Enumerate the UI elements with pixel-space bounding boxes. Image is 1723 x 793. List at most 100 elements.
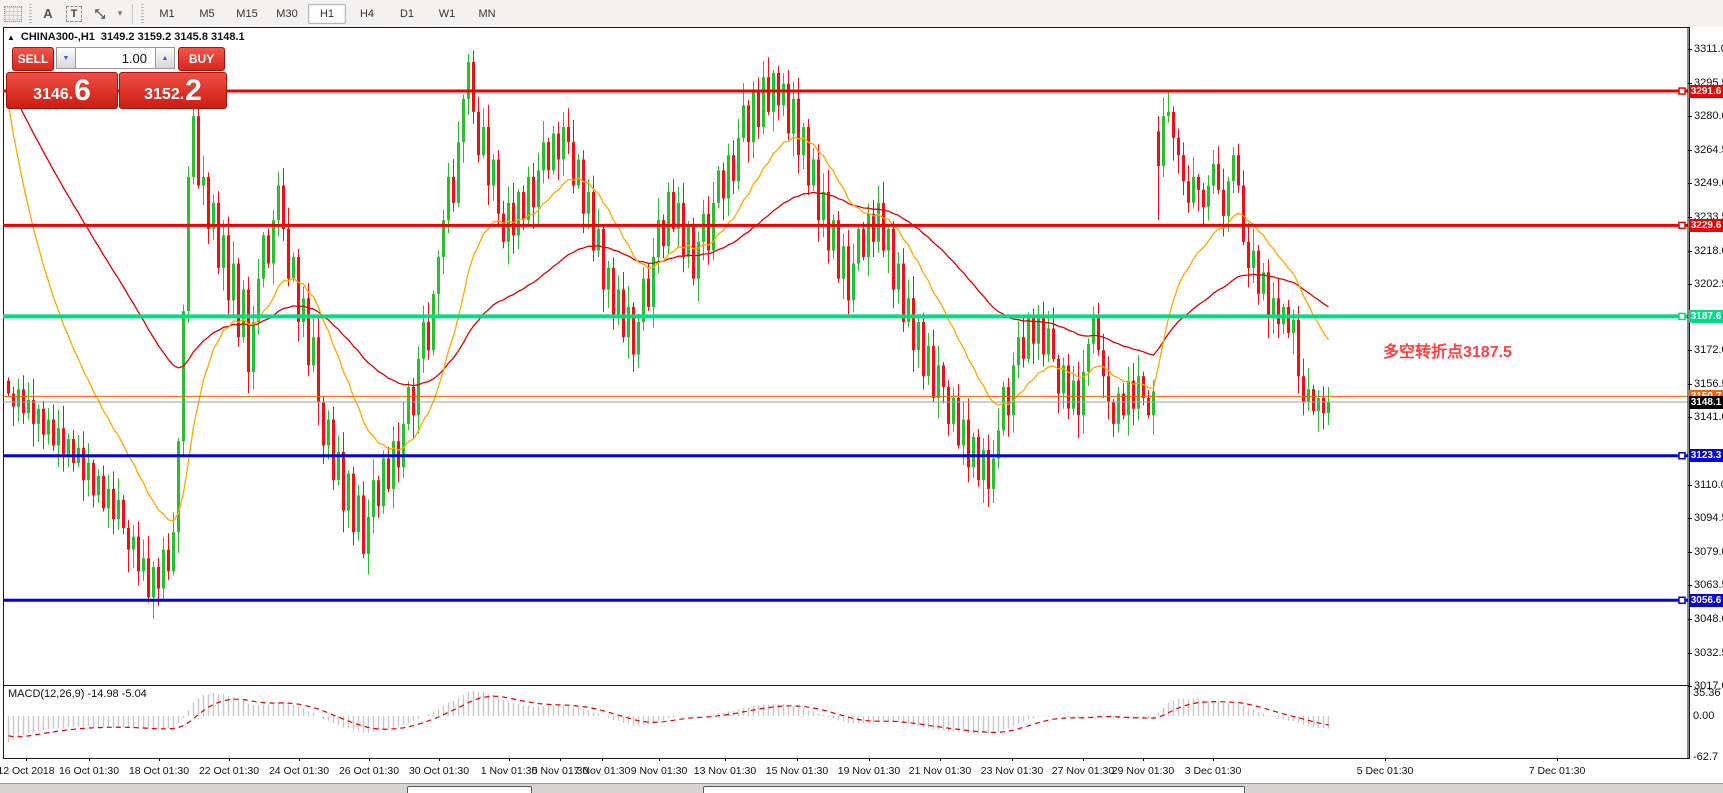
text-label-icon[interactable]: A — [43, 6, 53, 21]
timeframe-button-h4[interactable]: H4 — [359, 7, 375, 20]
price-tick-mark — [1688, 652, 1692, 654]
indicator-grid-icon[interactable] — [2, 4, 24, 24]
price-tick-mark — [1688, 116, 1692, 118]
price-tick-label: 3249.0 — [1694, 177, 1723, 190]
timeframe-button-m5[interactable]: M5 — [199, 7, 215, 20]
scroll-thumb[interactable] — [407, 786, 532, 793]
price-tick-label: 3156.5 — [1694, 377, 1723, 390]
time-tick-mark — [26, 758, 27, 761]
price-tick-mark — [1688, 551, 1692, 553]
price-tick-label: 3202.5 — [1694, 278, 1723, 291]
price-level-badge: 3187.6 — [1689, 309, 1723, 323]
buy-price-button[interactable]: 3152. 2 — [119, 72, 227, 109]
text-box-icon[interactable]: T — [63, 4, 85, 24]
toolbar-drag-handle[interactable] — [141, 3, 144, 24]
timeframe-button-m30[interactable]: M30 — [276, 7, 298, 20]
volume-increase-button[interactable]: ▲ — [155, 47, 175, 69]
price-tick-label: 3311.0 — [1694, 43, 1723, 55]
time-tick-label: 3 Dec 01:30 — [1184, 765, 1242, 777]
price-tick-label: 3094.5 — [1694, 512, 1723, 525]
macd-tick-label: 35.36 — [1693, 686, 1721, 699]
time-tick-mark — [659, 758, 660, 761]
time-tick-mark — [602, 758, 603, 761]
time-tick-mark — [229, 758, 230, 761]
price-tick-label: 3063.5 — [1694, 579, 1723, 592]
price-tick-mark — [1688, 383, 1692, 385]
price-tick-label: 3032.5 — [1694, 646, 1723, 659]
macd-name: MACD(12,26,9) — [8, 688, 85, 700]
time-tick-mark — [159, 758, 160, 761]
time-tick-label: 26 Oct 01:30 — [338, 765, 400, 777]
time-tick-label: 12 Oct 2018 — [0, 765, 55, 777]
time-tick-label: 5 Dec 01:30 — [1356, 765, 1414, 777]
time-tick-label: 9 Nov 01:30 — [630, 765, 688, 777]
timeframe-button-m15[interactable]: M15 — [236, 7, 258, 20]
one-click-trade-panel: SELL ▼ 1.00 ▲ BUY 3146. 6 3152. 2 — [6, 44, 227, 109]
time-tick-label: 19 Nov 01:30 — [837, 765, 901, 777]
price-tick-mark — [1688, 216, 1692, 218]
timeframe-button-mn[interactable]: MN — [478, 7, 496, 20]
timeframe-button-d1[interactable]: D1 — [399, 7, 415, 20]
time-tick-label: 21 Nov 01:30 — [908, 765, 972, 777]
buy-price-main: 3152. — [144, 86, 185, 103]
time-tick-mark — [725, 758, 726, 761]
price-tick-label: 3048.0 — [1694, 612, 1723, 625]
price-tick-label: 3280.0 — [1694, 110, 1723, 123]
time-tick-label: 18 Oct 01:30 — [128, 765, 190, 777]
timeframe-button-h1[interactable]: H1 — [308, 3, 346, 24]
time-tick-label: 29 Nov 01:30 — [1111, 765, 1175, 777]
buy-button[interactable]: BUY — [178, 47, 225, 71]
time-tick-mark — [1385, 758, 1386, 761]
sell-price-button[interactable]: 3146. 6 — [6, 72, 118, 109]
sell-price-main: 3146. — [33, 86, 74, 103]
time-tick-label: 30 Oct 01:30 — [408, 765, 470, 777]
ohlc-values: 3149.2 3159.2 3145.8 3148.1 — [100, 31, 245, 43]
crosshair-icon[interactable]: ⤡ — [94, 5, 106, 21]
chart-area — [0, 27, 1723, 793]
collapse-arrow-icon[interactable]: ▲ — [7, 32, 15, 42]
price-tick-mark — [1688, 618, 1692, 620]
time-tick-mark — [89, 758, 90, 761]
price-tick-label: 3017.0 — [1694, 680, 1723, 693]
timeframe-button-m1[interactable]: M1 — [159, 7, 175, 20]
time-tick-label: 15 Nov 01:30 — [765, 765, 829, 777]
price-tick-mark — [1688, 284, 1692, 286]
bottom-scroll-strip[interactable] — [0, 783, 1723, 793]
toolbar-separator — [132, 3, 133, 24]
toolbar-drag-handle[interactable] — [29, 3, 32, 24]
volume-input[interactable]: 1.00 — [76, 47, 155, 69]
sell-button[interactable]: SELL — [12, 47, 54, 71]
time-tick-label: 5 Nov 01:30 — [531, 765, 589, 777]
chart-annotation-text: 多空转折点3187.5 — [1383, 344, 1512, 361]
time-tick-label: 23 Nov 01:30 — [980, 765, 1044, 777]
timeframe-button-w1[interactable]: W1 — [438, 7, 456, 20]
macd-panel-border — [3, 685, 1690, 759]
sell-price-pips: 6 — [74, 74, 91, 107]
time-tick-label: 7 Dec 01:30 — [1528, 765, 1586, 777]
scroll-thumb[interactable] — [703, 786, 1245, 793]
price-tick-mark — [1688, 49, 1692, 50]
macd-values: -14.98 -5.04 — [87, 688, 147, 700]
time-tick-mark — [299, 758, 300, 761]
price-tick-mark — [1688, 417, 1692, 419]
price-tick-label: 3079.0 — [1694, 545, 1723, 558]
macd-tick-label: 0.00 — [1693, 710, 1715, 722]
time-tick-label: 27 Nov 01:30 — [1051, 765, 1115, 777]
time-tick-mark — [369, 758, 370, 761]
price-tick-label: 3141.0 — [1694, 411, 1723, 424]
volume-stepper: ▼ 1.00 ▲ — [56, 47, 175, 69]
volume-decrease-button[interactable]: ▼ — [56, 47, 76, 69]
time-tick-mark — [1143, 758, 1144, 761]
price-tick-mark — [1688, 82, 1692, 84]
symbol-name: CHINA300-,H1 — [20, 31, 95, 43]
price-tick-label: 3110.0 — [1694, 478, 1723, 491]
time-tick-mark — [1083, 758, 1084, 761]
price-tick-mark — [1688, 149, 1692, 151]
chevron-down-icon[interactable]: ▾ — [117, 8, 123, 18]
time-tick-mark — [439, 758, 440, 761]
main-toolbar: A T ⤡ ▾ M1 M5 M15 M30 H1 H4 D1 W1 MN — [0, 0, 1723, 28]
price-level-badge: 3229.6 — [1689, 218, 1723, 232]
time-tick-label: 13 Nov 01:30 — [693, 765, 757, 777]
buy-price-pips: 2 — [185, 74, 202, 107]
